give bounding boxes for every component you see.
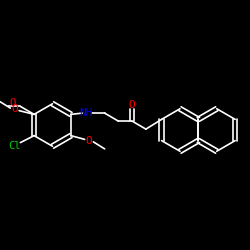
- Text: O: O: [129, 100, 136, 110]
- Text: Cl: Cl: [8, 140, 21, 150]
- Text: O: O: [10, 98, 16, 108]
- Text: NH: NH: [79, 108, 93, 118]
- Text: O: O: [11, 104, 18, 115]
- Text: O: O: [86, 136, 92, 145]
